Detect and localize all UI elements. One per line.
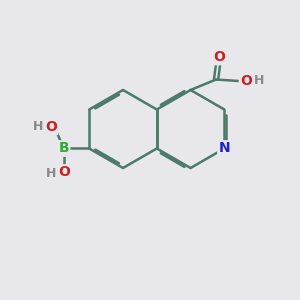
Text: O: O	[58, 166, 70, 179]
Text: N: N	[218, 142, 230, 155]
Text: O: O	[213, 50, 225, 64]
Text: H: H	[46, 167, 56, 180]
Text: O: O	[240, 74, 252, 88]
Text: H: H	[33, 120, 44, 134]
Text: B: B	[58, 142, 69, 155]
Text: O: O	[45, 120, 57, 134]
Text: H: H	[254, 74, 264, 88]
